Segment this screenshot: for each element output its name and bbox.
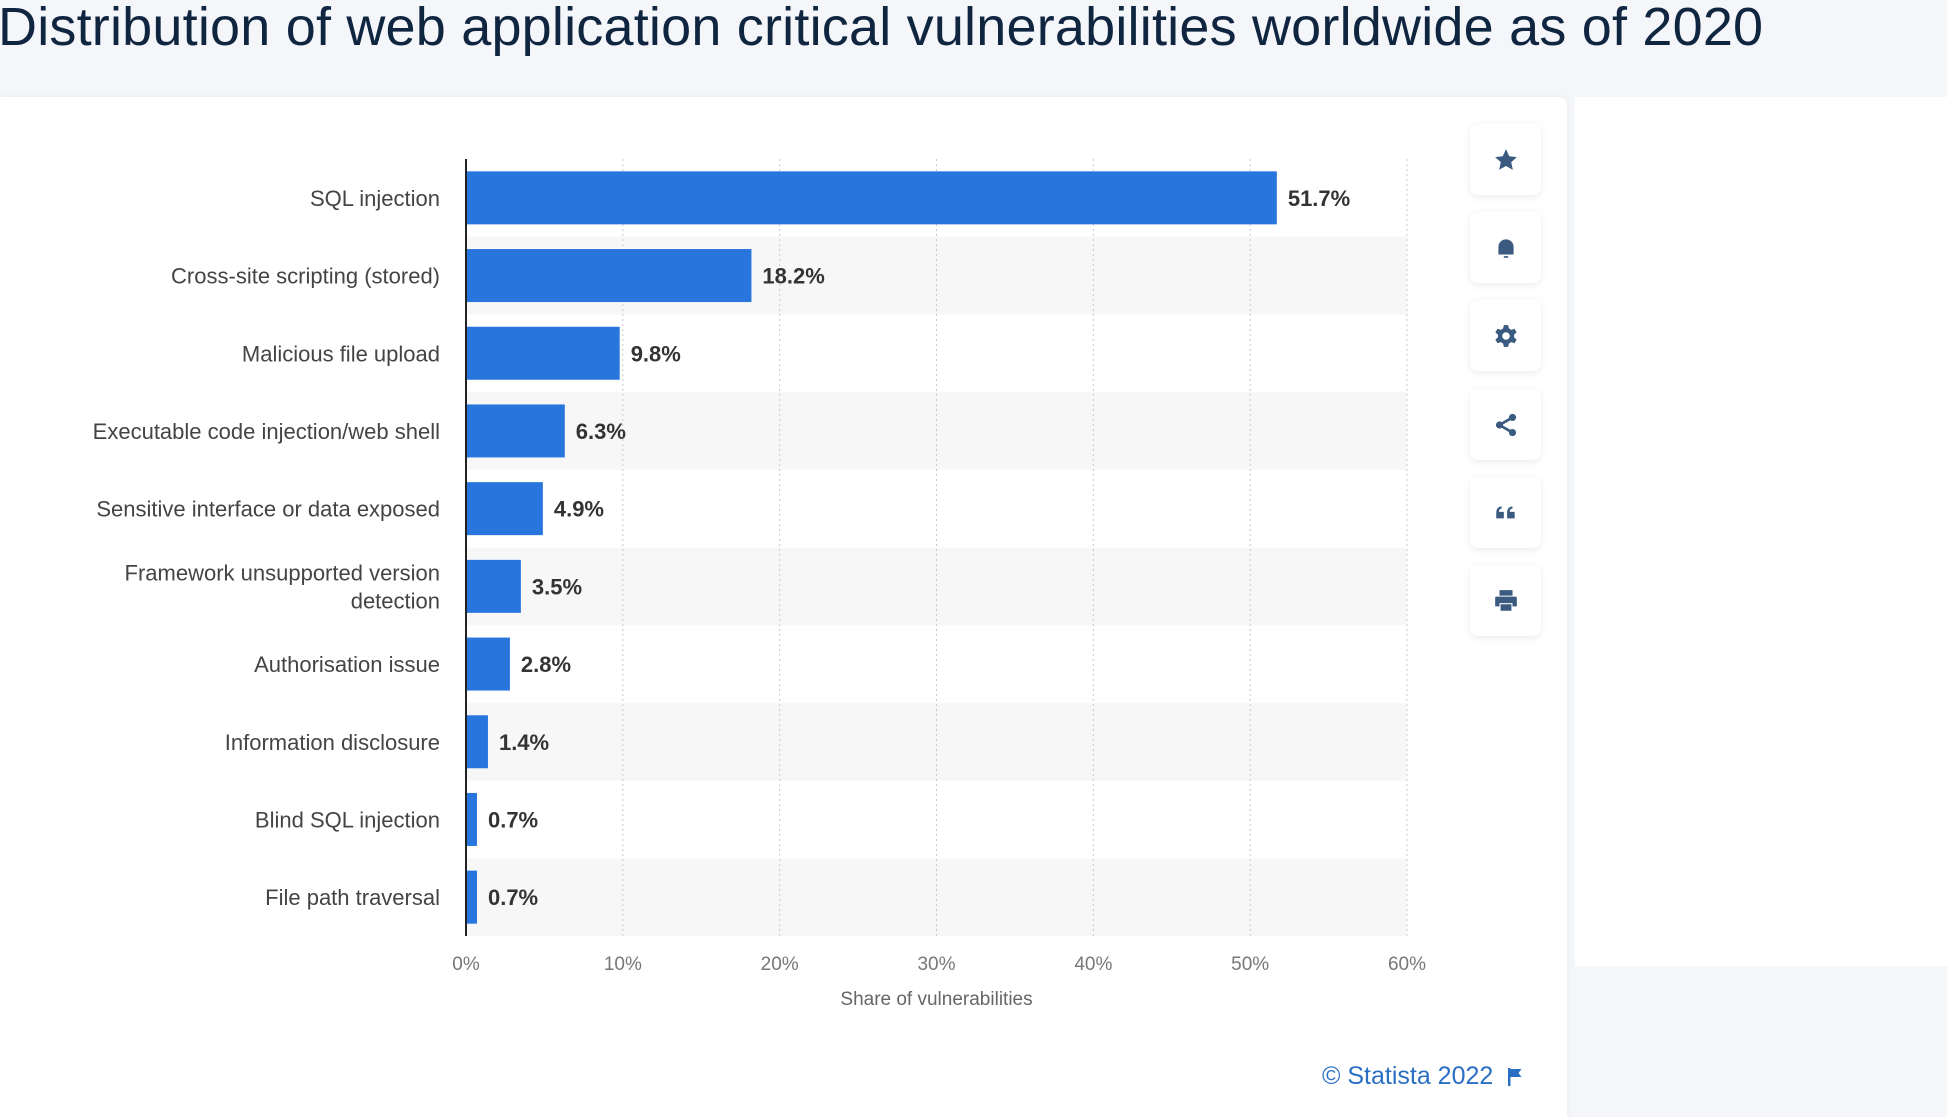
category-label: Information disclosure bbox=[225, 730, 440, 755]
category-label: Sensitive interface or data exposed bbox=[96, 497, 440, 522]
favorite-button[interactable] bbox=[1470, 124, 1541, 195]
print-button[interactable] bbox=[1470, 565, 1541, 636]
bar bbox=[466, 249, 752, 303]
gear-icon bbox=[1494, 324, 1517, 347]
bar bbox=[466, 637, 510, 691]
flag-icon[interactable] bbox=[1507, 1067, 1523, 1087]
category-label: Executable code injection/web shell bbox=[93, 419, 440, 444]
value-label: 1.4% bbox=[499, 730, 549, 755]
tick-label: 0% bbox=[452, 954, 480, 975]
bar bbox=[466, 870, 477, 924]
tick-label: 40% bbox=[1074, 954, 1112, 975]
notification-button[interactable] bbox=[1470, 212, 1541, 283]
value-label: 0.7% bbox=[488, 807, 538, 832]
category-label: Authorisation issue bbox=[254, 652, 440, 677]
print-icon bbox=[1494, 589, 1517, 611]
chart-title: Distribution of web application critical… bbox=[0, 0, 1764, 57]
value-label: 51.7% bbox=[1288, 186, 1350, 211]
copyright-link[interactable]: © Statista 2022 bbox=[1322, 1062, 1494, 1090]
share-icon bbox=[1495, 413, 1516, 436]
side-panel bbox=[1575, 97, 1947, 966]
value-label: 0.7% bbox=[488, 885, 538, 910]
category-label: Framework unsupported version detection bbox=[125, 560, 440, 613]
value-label: 6.3% bbox=[576, 419, 626, 444]
value-label: 2.8% bbox=[521, 652, 571, 677]
bar bbox=[466, 715, 488, 769]
tick-label: 30% bbox=[917, 954, 955, 975]
tick-label: 50% bbox=[1231, 954, 1269, 975]
bar bbox=[466, 792, 477, 846]
tick-label: 60% bbox=[1388, 954, 1426, 975]
bar bbox=[466, 559, 521, 613]
row-band bbox=[466, 858, 1407, 936]
category-label: Blind SQL injection bbox=[255, 807, 440, 832]
bell-icon bbox=[1497, 238, 1514, 258]
x-axis-title: Share of vulnerabilities bbox=[840, 989, 1032, 1010]
quote-icon bbox=[1495, 506, 1515, 518]
footer: © Statista 2022 bbox=[1322, 1062, 1523, 1091]
tick-label: 20% bbox=[761, 954, 799, 975]
category-label: File path traversal bbox=[265, 885, 440, 910]
cite-button[interactable] bbox=[1470, 477, 1541, 548]
star-icon bbox=[1494, 148, 1517, 170]
bar bbox=[466, 404, 565, 458]
bar bbox=[466, 171, 1277, 225]
category-label: Malicious file upload bbox=[242, 341, 440, 366]
value-label: 3.5% bbox=[532, 574, 582, 599]
value-label: 9.8% bbox=[631, 341, 681, 366]
tick-label: 10% bbox=[604, 954, 642, 975]
category-label: Cross-site scripting (stored) bbox=[171, 264, 440, 289]
category-label: SQL injection bbox=[310, 186, 440, 211]
value-label: 4.9% bbox=[554, 497, 604, 522]
share-button[interactable] bbox=[1470, 389, 1541, 460]
bar bbox=[466, 482, 543, 536]
bar bbox=[466, 326, 620, 380]
settings-button[interactable] bbox=[1470, 300, 1541, 371]
value-label: 18.2% bbox=[762, 264, 824, 289]
